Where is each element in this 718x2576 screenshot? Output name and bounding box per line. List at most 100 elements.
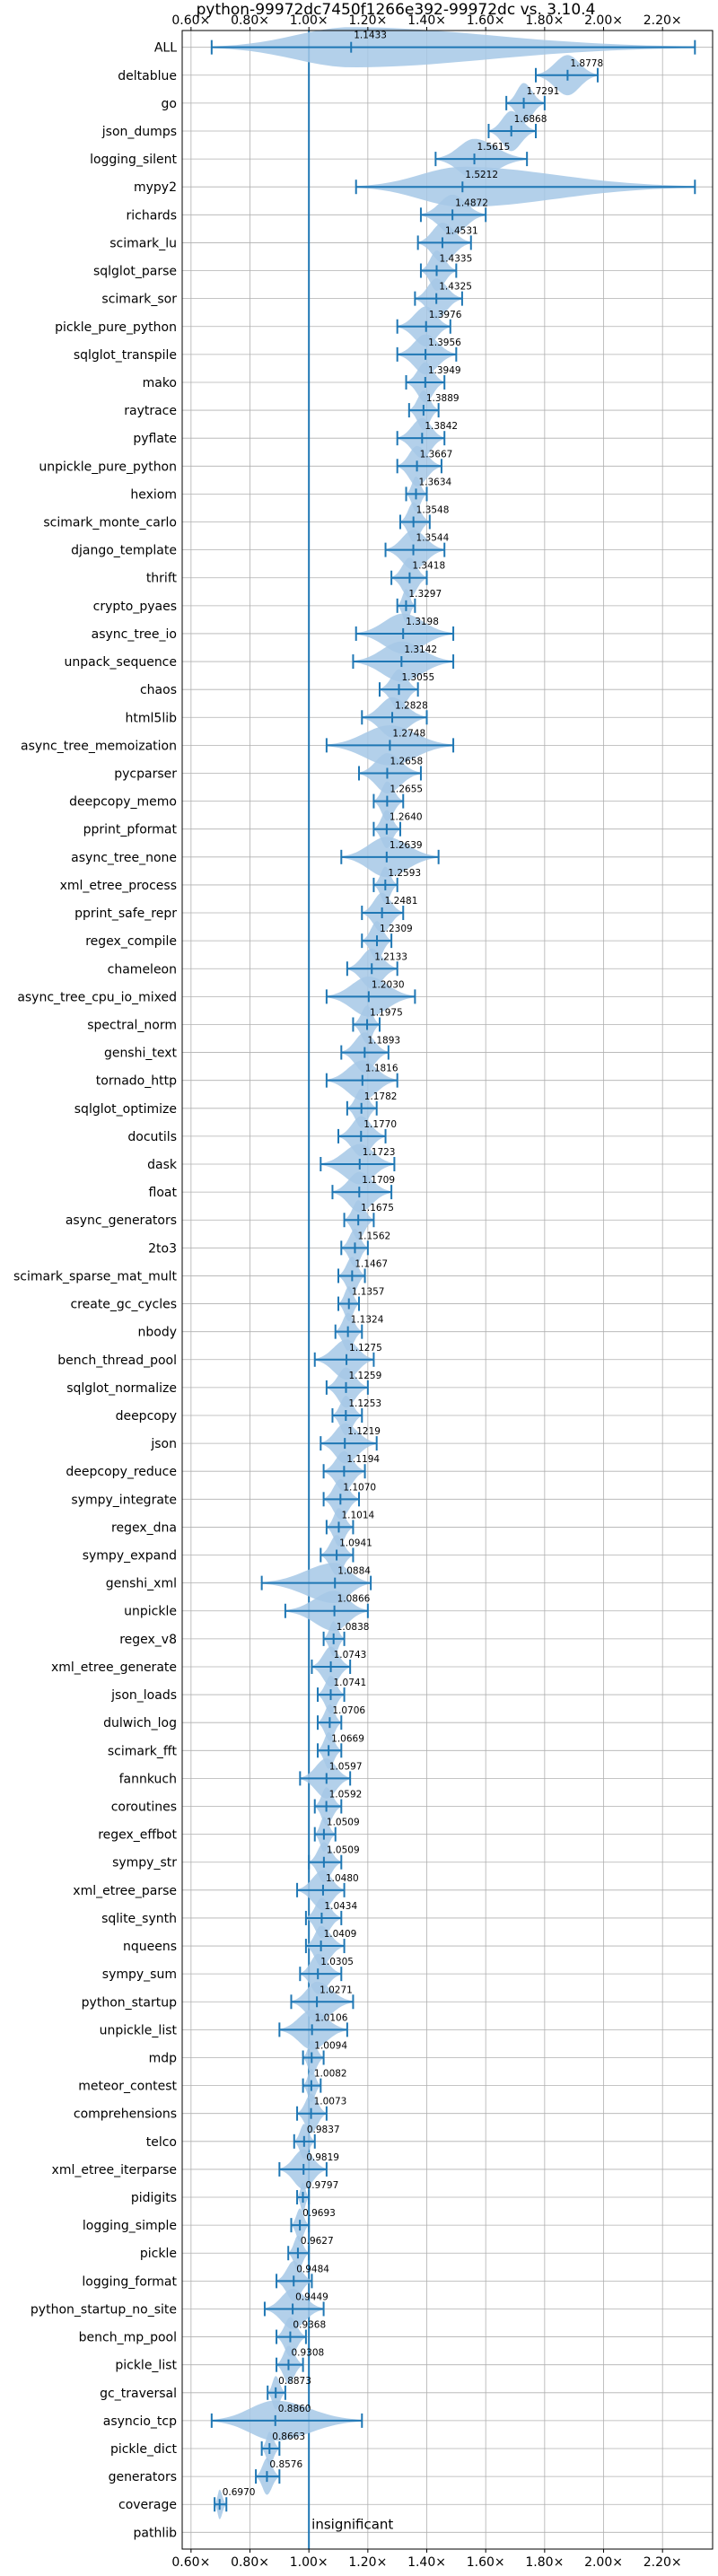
benchmark-label: bench_thread_pool — [57, 1354, 177, 1368]
benchmark-label: pidigits — [131, 2191, 177, 2205]
value-label: 1.2030 — [372, 979, 405, 990]
benchmark-label: async_tree_cpu_io_mixed — [17, 990, 177, 1004]
value-label: 1.1014 — [341, 1510, 374, 1520]
x-tick-label-bottom: 0.60× — [171, 2555, 210, 2570]
benchmark-label: async_tree_memoization — [21, 739, 177, 753]
benchmark-label: sympy_sum — [102, 1967, 177, 1982]
value-label: 1.1275 — [349, 1343, 382, 1354]
benchmark-label: 2to3 — [148, 1241, 177, 1256]
benchmark-label: scimark_sor — [101, 293, 177, 307]
x-tick-label-bottom: 1.80× — [525, 2555, 564, 2570]
value-label: 1.1219 — [347, 1426, 381, 1437]
benchmark-label: pyflate — [133, 432, 177, 446]
benchmark-label: chameleon — [108, 962, 177, 977]
benchmark-label: xml_etree_parse — [73, 1884, 177, 1898]
benchmark-label: tornado_http — [96, 1074, 177, 1089]
value-label: 1.0884 — [337, 1566, 371, 1577]
x-tick-label-bottom: 2.20× — [644, 2555, 682, 2570]
benchmark-label: meteor_contest — [78, 2080, 177, 2094]
x-tick-label-top: 1.00× — [290, 13, 328, 28]
value-label: 1.3976 — [429, 310, 462, 320]
benchmark-label: pycparser — [114, 767, 177, 781]
benchmark-label: chaos — [140, 683, 177, 697]
benchmark-label: fannkuch — [119, 1772, 177, 1786]
value-label: 1.1433 — [354, 31, 387, 41]
x-tick-label-top: 1.80× — [525, 13, 564, 28]
benchmark-label: deepcopy_memo — [69, 795, 177, 810]
value-label: 1.3198 — [406, 617, 439, 627]
benchmark-label: thrift — [146, 572, 178, 586]
benchmark-label: pickle — [140, 2247, 177, 2261]
value-label: 0.9837 — [307, 2125, 340, 2135]
value-label: 1.3548 — [416, 505, 450, 516]
benchmark-label: richards — [127, 208, 178, 223]
value-label: 1.3889 — [426, 393, 460, 404]
value-label: 0.9797 — [306, 2180, 339, 2191]
benchmark-label: asyncio_tcp — [103, 2414, 177, 2429]
benchmark-label: telco — [146, 2135, 177, 2150]
benchmark-label: pickle_list — [115, 2359, 177, 2373]
value-label: 1.2828 — [395, 700, 428, 711]
benchmark-label: regex_effbot — [98, 1828, 177, 1843]
benchmark-label: scimark_lu — [109, 236, 177, 250]
benchmark-label: unpickle_list — [100, 2023, 178, 2037]
value-label: 0.9484 — [296, 2264, 329, 2274]
benchmark-label: float — [149, 1186, 178, 1200]
benchmark-label: unpack_sequence — [65, 655, 177, 670]
x-tick-label-top: 1.60× — [467, 13, 505, 28]
value-label: 1.0743 — [334, 1650, 367, 1660]
benchmark-label: pathlib — [134, 2526, 178, 2540]
value-label: 1.2481 — [385, 896, 418, 907]
benchmark-label: sqlglot_parse — [93, 265, 177, 279]
benchmark-label: json — [150, 1437, 177, 1451]
x-tick-label-bottom: 1.60× — [467, 2555, 505, 2570]
value-label: 1.8778 — [570, 58, 603, 69]
benchmark-label: coverage — [118, 2498, 177, 2512]
value-label: 1.3418 — [412, 561, 445, 572]
value-label: 1.1194 — [346, 1454, 380, 1465]
value-label: 1.1723 — [363, 1147, 396, 1158]
benchmark-label: nqueens — [123, 1940, 177, 1954]
insignificant-note: insignificant — [311, 2516, 393, 2532]
benchmark-label: sympy_integrate — [71, 1493, 177, 1507]
benchmark-label: xml_etree_iterparse — [52, 2163, 177, 2177]
benchmark-label: dask — [147, 1158, 178, 1172]
value-label: 0.9449 — [295, 2291, 328, 2302]
benchmark-label: spectral_norm — [87, 1018, 177, 1032]
benchmark-label: scimark_monte_carlo — [43, 516, 177, 530]
value-label: 1.0106 — [315, 2012, 348, 2023]
value-label: 1.4872 — [455, 197, 488, 208]
value-label: 1.0509 — [327, 1845, 360, 1856]
benchmark-label: hexiom — [130, 487, 177, 502]
x-tick-label-top: 2.00× — [584, 13, 623, 28]
value-label: 1.4531 — [445, 225, 478, 236]
benchmark-label: xml_etree_generate — [51, 1660, 177, 1675]
benchmark-label: sympy_str — [112, 1856, 177, 1871]
chart-title: python-99972dc7450f1266e392-99972dc vs. … — [197, 1, 596, 19]
value-label: 1.0941 — [339, 1538, 372, 1549]
benchmark-label: deepcopy_reduce — [66, 1465, 177, 1479]
value-label: 1.3634 — [418, 477, 451, 487]
benchmark-label: python_startup_no_site — [31, 2302, 177, 2317]
benchmark-label: pickle_pure_python — [55, 320, 177, 335]
value-label: 1.2748 — [392, 728, 425, 739]
value-label: 1.1467 — [355, 1258, 388, 1269]
benchmark-label: django_template — [71, 544, 177, 558]
value-label: 1.2639 — [390, 840, 423, 851]
benchmark-label: bench_mp_pool — [79, 2331, 177, 2345]
value-label: 1.1562 — [357, 1231, 390, 1241]
benchmark-label: coroutines — [111, 1801, 177, 1815]
value-label: 1.1816 — [365, 1064, 398, 1074]
benchmark-label: sqlglot_normalize — [66, 1381, 177, 1396]
value-label: 1.2133 — [374, 951, 407, 962]
value-label: 0.8576 — [269, 2459, 302, 2470]
value-label: 1.0271 — [320, 1985, 353, 1995]
value-label: 1.1253 — [348, 1398, 381, 1409]
value-label: 0.9627 — [301, 2236, 334, 2247]
value-label: 1.0305 — [320, 1957, 354, 1967]
value-label: 1.1782 — [364, 1091, 398, 1102]
benchmark-label: sqlglot_optimize — [74, 1102, 177, 1117]
benchmark-label: nbody — [138, 1326, 178, 1340]
x-tick-label-bottom: 0.80× — [231, 2555, 269, 2570]
